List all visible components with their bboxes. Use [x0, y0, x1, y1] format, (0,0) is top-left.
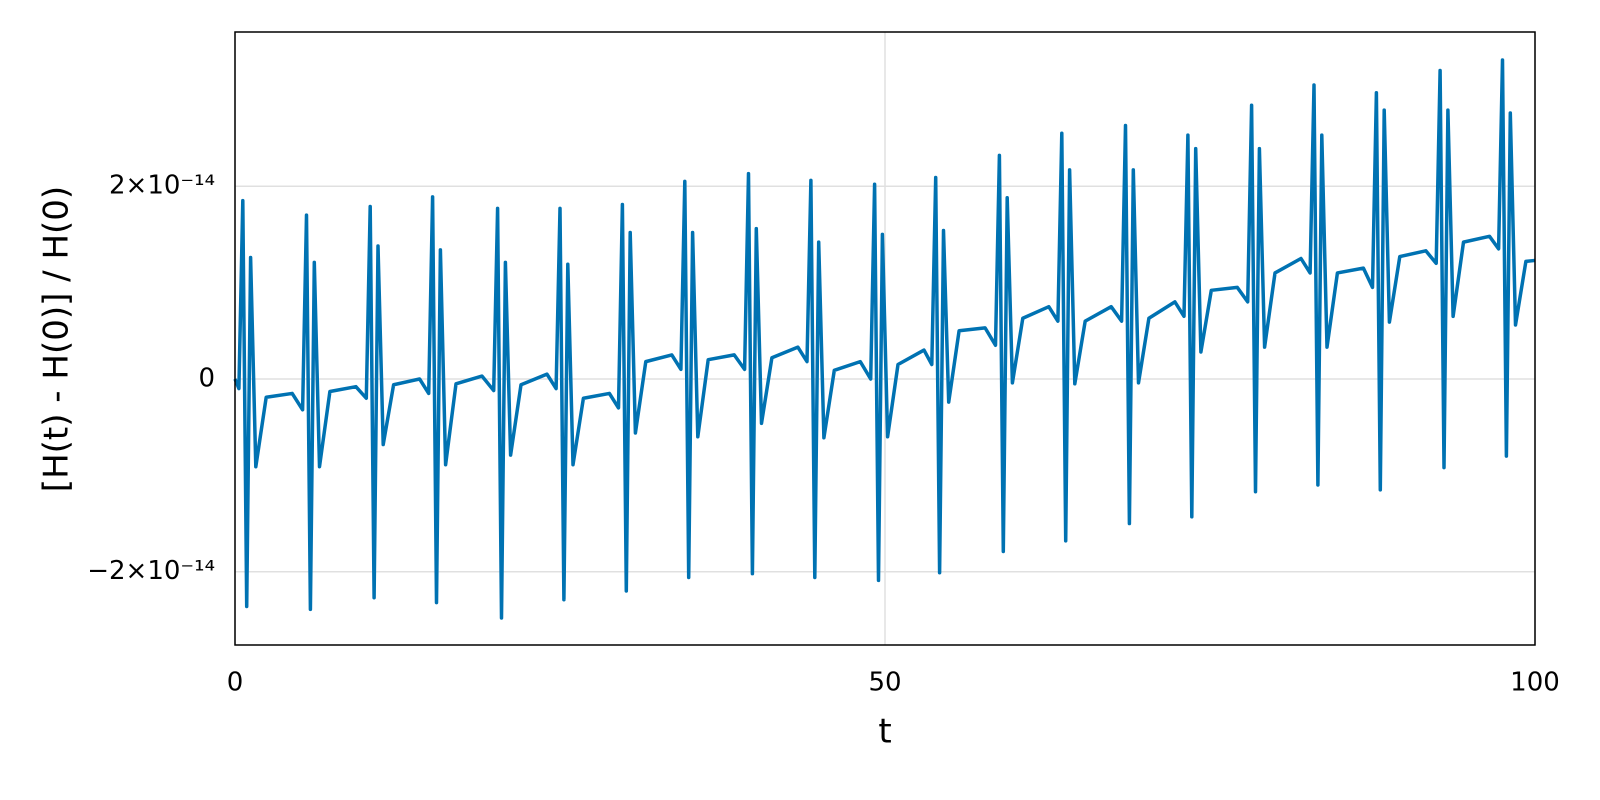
- y-tick-label: 0: [198, 363, 215, 393]
- y-tick-label: 2×10⁻¹⁴: [109, 171, 215, 201]
- y-tick-label: −2×10⁻¹⁴: [87, 556, 215, 586]
- x-tick-label: 0: [227, 668, 244, 698]
- y-axis-label: [H(t) - H(0)] / H(0): [37, 186, 77, 492]
- data-line: [233, 58, 1536, 620]
- x-tick-label: 50: [868, 668, 901, 698]
- x-axis-label: t: [878, 712, 891, 752]
- x-tick-label: 100: [1510, 668, 1560, 698]
- plot-frame: [234, 31, 1536, 646]
